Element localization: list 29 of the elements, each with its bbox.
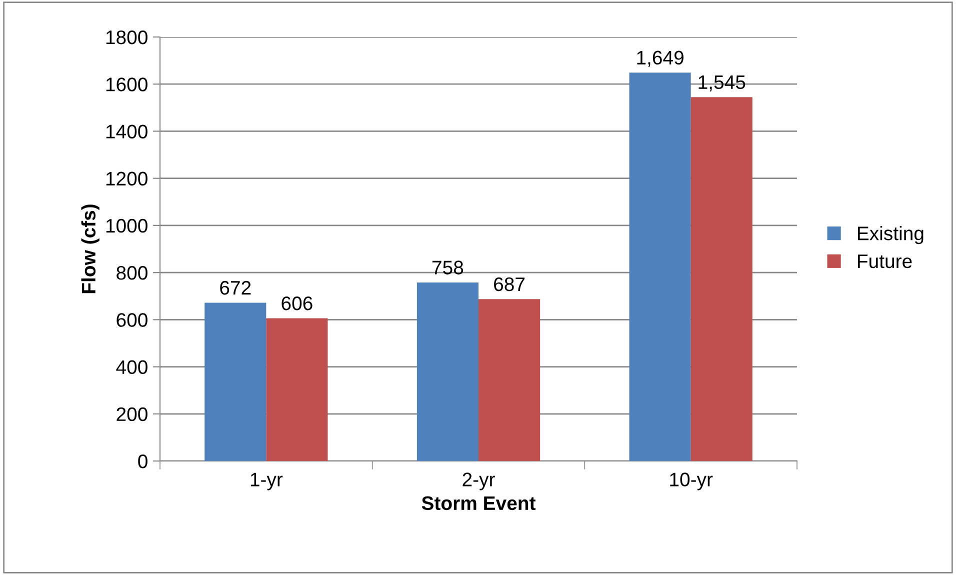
bar [478, 299, 540, 461]
x-axis-title: Storm Event [422, 496, 536, 510]
y-tick-label: 1200 [106, 172, 148, 186]
y-tick-label: 1400 [106, 124, 148, 138]
legend-label: Future [858, 254, 912, 268]
data-label: 687 [494, 277, 525, 292]
legend-label: Existing [858, 226, 924, 244]
y-tick-label: 0 [138, 454, 148, 468]
y-tick-label: 400 [116, 360, 148, 374]
x-tick-label: 2-yr [462, 472, 495, 490]
data-label: 1,649 [637, 50, 684, 67]
data-label: 1,545 [698, 75, 746, 92]
data-label: 606 [282, 296, 312, 310]
bar [416, 282, 478, 461]
y-tick-label: 200 [116, 407, 148, 422]
data-label: 758 [432, 260, 464, 274]
y-tick-label: 800 [116, 266, 148, 280]
bar [629, 72, 691, 461]
y-tick-label: 1600 [106, 78, 148, 92]
x-tick-label: 1-yr [250, 472, 283, 490]
bar [204, 302, 266, 461]
x-tick-label: 10-yr [670, 472, 713, 490]
y-tick-label: 1000 [106, 218, 148, 233]
bar [266, 318, 328, 461]
y-tick-label: 1800 [106, 30, 148, 44]
bar [690, 97, 752, 461]
y-tick-label: 600 [116, 313, 148, 327]
data-label: 672 [220, 280, 251, 295]
y-axis-title: Flow (cfs) [81, 204, 100, 294]
